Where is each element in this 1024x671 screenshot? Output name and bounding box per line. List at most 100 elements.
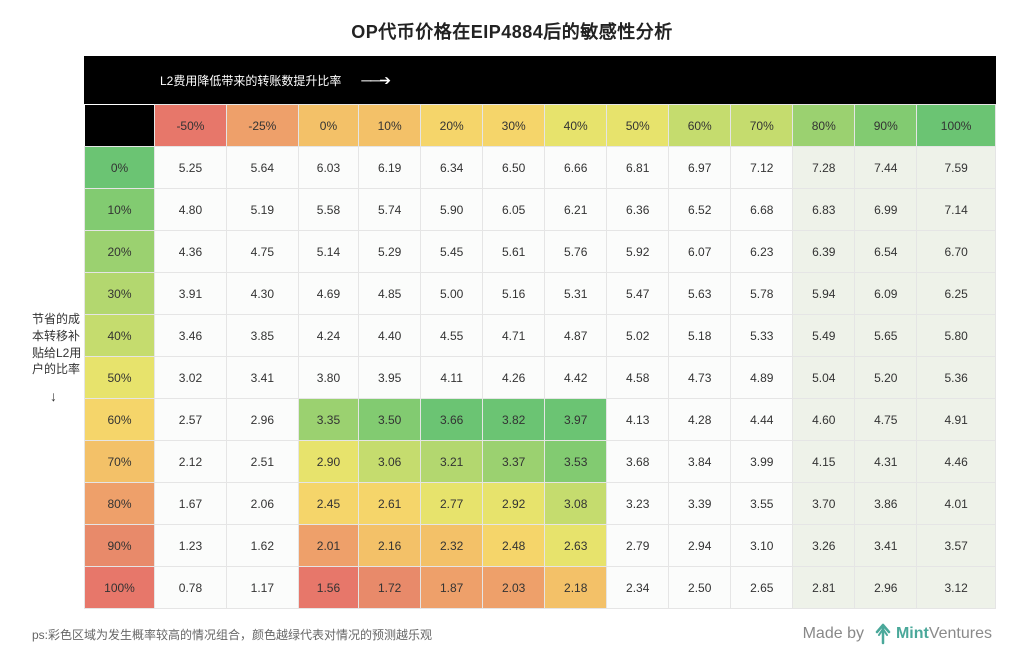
data-cell: 5.74 (359, 189, 421, 231)
data-cell: 6.54 (855, 231, 917, 273)
data-cell: 2.57 (155, 399, 227, 441)
data-cell: 2.96 (226, 399, 298, 441)
data-cell: 5.63 (669, 273, 731, 315)
data-cell: 4.13 (607, 399, 669, 441)
data-cell: 5.65 (855, 315, 917, 357)
data-cell: 5.36 (917, 357, 996, 399)
footnote: ps:彩色区域为发生概率较高的情况组合，颜色越绿代表对情况的预测越乐观 (32, 626, 432, 643)
data-cell: 3.26 (793, 525, 855, 567)
data-cell: 4.11 (421, 357, 483, 399)
row-header: 10% (85, 189, 155, 231)
col-header: 90% (855, 105, 917, 147)
data-cell: 4.31 (855, 441, 917, 483)
data-cell: 4.24 (298, 315, 358, 357)
data-cell: 3.02 (155, 357, 227, 399)
data-cell: 5.61 (483, 231, 545, 273)
data-cell: 3.99 (731, 441, 793, 483)
data-cell: 6.70 (917, 231, 996, 273)
data-cell: 3.41 (226, 357, 298, 399)
data-cell: 3.80 (298, 357, 358, 399)
data-cell: 5.49 (793, 315, 855, 357)
data-cell: 3.84 (669, 441, 731, 483)
data-cell: 6.36 (607, 189, 669, 231)
data-cell: 2.34 (607, 567, 669, 609)
data-cell: 1.23 (155, 525, 227, 567)
data-cell: 6.97 (669, 147, 731, 189)
data-cell: 3.46 (155, 315, 227, 357)
col-header: 100% (917, 105, 996, 147)
data-cell: 4.26 (483, 357, 545, 399)
data-cell: 6.07 (669, 231, 731, 273)
data-cell: 6.23 (731, 231, 793, 273)
data-cell: 6.05 (483, 189, 545, 231)
data-cell: 6.52 (669, 189, 731, 231)
col-header: 10% (359, 105, 421, 147)
data-cell: 3.57 (917, 525, 996, 567)
col-header: -50% (155, 105, 227, 147)
data-cell: 2.03 (483, 567, 545, 609)
data-cell: 6.83 (793, 189, 855, 231)
data-cell: 4.73 (669, 357, 731, 399)
data-cell: 2.63 (545, 525, 607, 567)
data-cell: 5.14 (298, 231, 358, 273)
data-cell: 3.12 (917, 567, 996, 609)
row-header: 60% (85, 399, 155, 441)
data-cell: 6.25 (917, 273, 996, 315)
data-cell: 2.50 (669, 567, 731, 609)
sensitivity-matrix: L2费用降低带来的转账数提升比率 ──➔ -50%-25%0%10%20%30%… (84, 56, 996, 609)
data-cell: 5.76 (545, 231, 607, 273)
row-header: 100% (85, 567, 155, 609)
data-cell: 6.34 (421, 147, 483, 189)
data-cell: 2.16 (359, 525, 421, 567)
data-cell: 5.29 (359, 231, 421, 273)
brand-logo-icon (874, 623, 892, 645)
data-cell: 3.39 (669, 483, 731, 525)
col-header: 80% (793, 105, 855, 147)
col-header: 30% (483, 105, 545, 147)
data-cell: 4.71 (483, 315, 545, 357)
data-cell: 3.85 (226, 315, 298, 357)
y-axis-arrow-icon: ↓ (28, 388, 84, 404)
data-cell: 4.36 (155, 231, 227, 273)
top-banner: L2费用降低带来的转账数提升比率 ──➔ (84, 56, 996, 104)
data-cell: 5.47 (607, 273, 669, 315)
data-cell: 4.15 (793, 441, 855, 483)
data-cell: 5.45 (421, 231, 483, 273)
data-cell: 7.14 (917, 189, 996, 231)
data-cell: 6.68 (731, 189, 793, 231)
data-cell: 5.94 (793, 273, 855, 315)
data-cell: 2.90 (298, 441, 358, 483)
data-cell: 1.62 (226, 525, 298, 567)
data-cell: 6.66 (545, 147, 607, 189)
data-cell: 6.50 (483, 147, 545, 189)
data-cell: 3.08 (545, 483, 607, 525)
data-cell: 7.28 (793, 147, 855, 189)
data-cell: 2.79 (607, 525, 669, 567)
data-cell: 6.81 (607, 147, 669, 189)
page-title: OP代币价格在EIP4884后的敏感性分析 (28, 18, 996, 44)
brand: Made by MintVentures (803, 623, 992, 645)
data-cell: 2.81 (793, 567, 855, 609)
data-cell: 1.17 (226, 567, 298, 609)
data-cell: 7.59 (917, 147, 996, 189)
data-cell: 2.48 (483, 525, 545, 567)
data-cell: 5.16 (483, 273, 545, 315)
col-header: 60% (669, 105, 731, 147)
data-cell: 4.75 (226, 231, 298, 273)
row-header: 0% (85, 147, 155, 189)
data-cell: 7.44 (855, 147, 917, 189)
data-cell: 3.50 (359, 399, 421, 441)
data-cell: 3.70 (793, 483, 855, 525)
data-cell: 4.28 (669, 399, 731, 441)
brand-name: MintVentures (896, 625, 992, 643)
row-header: 40% (85, 315, 155, 357)
y-axis-label: 节省的成本转移补贴给L2用户的比率 (28, 311, 84, 378)
data-cell: 4.01 (917, 483, 996, 525)
data-cell: 2.32 (421, 525, 483, 567)
x-axis-arrow-icon: ──➔ (361, 72, 390, 89)
data-cell: 6.99 (855, 189, 917, 231)
corner-cell (85, 105, 155, 147)
data-cell: 3.95 (359, 357, 421, 399)
data-cell: 3.66 (421, 399, 483, 441)
data-cell: 5.80 (917, 315, 996, 357)
